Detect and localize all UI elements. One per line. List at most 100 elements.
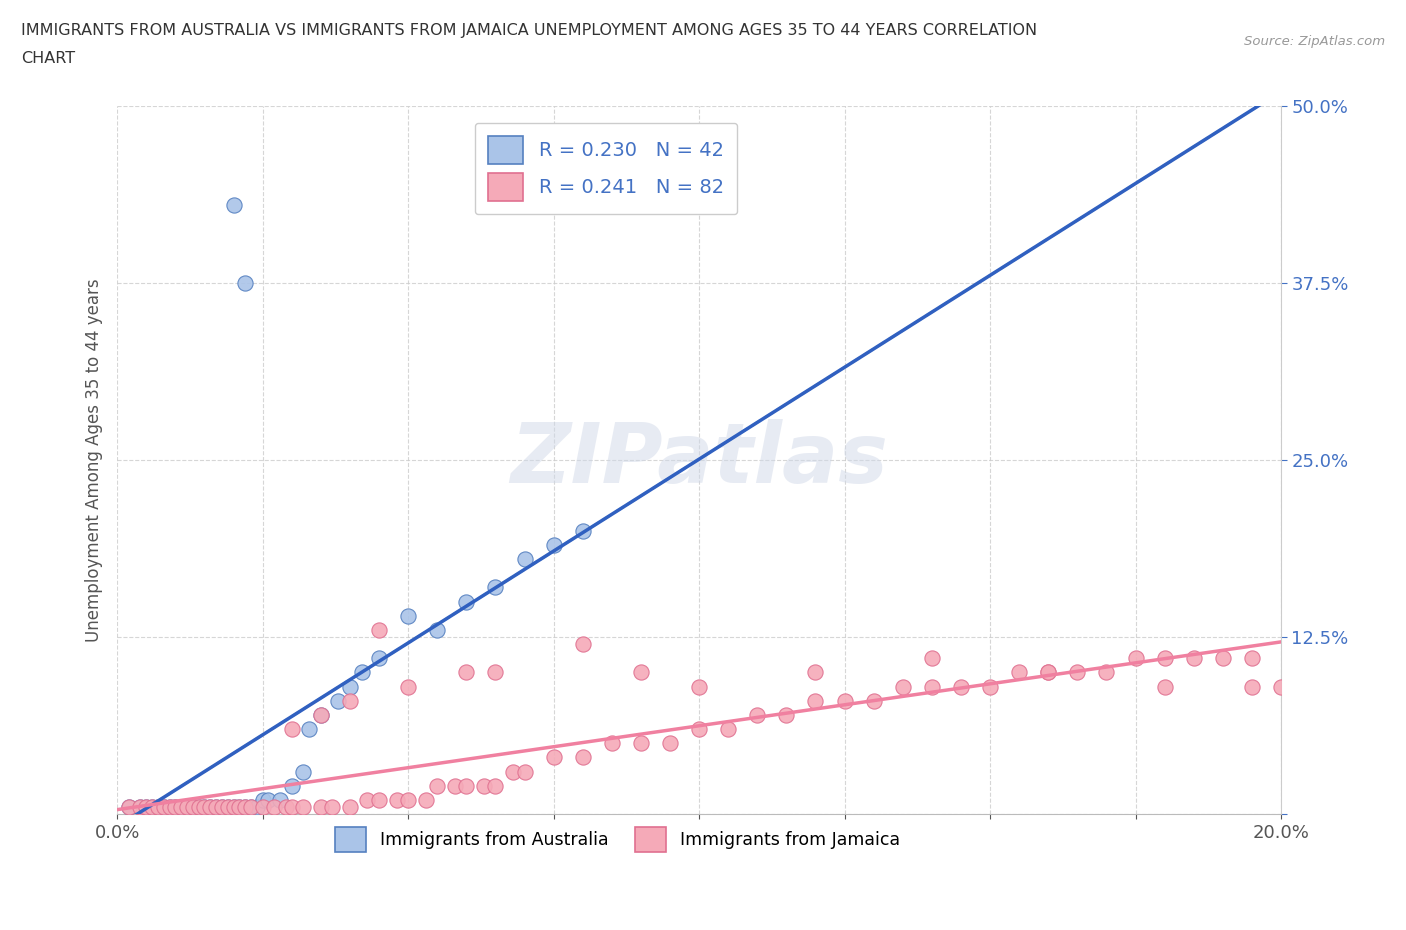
Point	[949, 679, 972, 694]
Point	[233, 800, 256, 815]
Point	[571, 751, 593, 765]
Point	[385, 792, 408, 807]
Point	[281, 778, 304, 793]
Point	[426, 622, 449, 637]
Point	[159, 800, 181, 815]
Point	[257, 792, 280, 807]
Point	[339, 800, 361, 815]
Point	[309, 708, 332, 723]
Point	[1182, 651, 1205, 666]
Point	[211, 800, 233, 815]
Point	[118, 800, 141, 815]
Point	[368, 622, 391, 637]
Point	[891, 679, 914, 694]
Point	[456, 594, 478, 609]
Point	[228, 800, 250, 815]
Point	[659, 736, 682, 751]
Text: ZIPatlas: ZIPatlas	[510, 419, 889, 500]
Point	[298, 722, 321, 737]
Point	[222, 800, 245, 815]
Point	[165, 800, 187, 815]
Point	[502, 764, 524, 779]
Y-axis label: Unemployment Among Ages 35 to 44 years: Unemployment Among Ages 35 to 44 years	[86, 278, 103, 642]
Point	[187, 800, 209, 815]
Point	[205, 800, 228, 815]
Point	[321, 800, 343, 815]
Point	[1240, 651, 1263, 666]
Point	[233, 800, 256, 815]
Point	[135, 800, 157, 815]
Point	[571, 524, 593, 538]
Point	[146, 800, 169, 815]
Point	[205, 800, 228, 815]
Point	[921, 679, 943, 694]
Point	[222, 800, 245, 815]
Point	[443, 778, 465, 793]
Point	[129, 800, 152, 815]
Point	[181, 800, 204, 815]
Point	[141, 800, 163, 815]
Point	[513, 764, 536, 779]
Point	[292, 764, 315, 779]
Point	[1038, 665, 1060, 680]
Point	[309, 800, 332, 815]
Point	[252, 792, 274, 807]
Point	[159, 800, 181, 815]
Point	[688, 722, 710, 737]
Point	[630, 665, 652, 680]
Point	[350, 665, 373, 680]
Point	[513, 551, 536, 566]
Point	[543, 751, 565, 765]
Point	[170, 800, 193, 815]
Point	[135, 800, 157, 815]
Point	[217, 800, 239, 815]
Point	[804, 665, 827, 680]
Text: IMMIGRANTS FROM AUSTRALIA VS IMMIGRANTS FROM JAMAICA UNEMPLOYMENT AMONG AGES 35 : IMMIGRANTS FROM AUSTRALIA VS IMMIGRANTS …	[21, 23, 1038, 38]
Point	[181, 800, 204, 815]
Point	[200, 800, 222, 815]
Point	[292, 800, 315, 815]
Point	[396, 608, 419, 623]
Point	[775, 708, 797, 723]
Point	[1095, 665, 1118, 680]
Point	[240, 800, 263, 815]
Point	[228, 800, 250, 815]
Point	[193, 800, 215, 815]
Point	[747, 708, 769, 723]
Point	[921, 651, 943, 666]
Point	[1153, 679, 1175, 694]
Legend: Immigrants from Australia, Immigrants from Jamaica: Immigrants from Australia, Immigrants fr…	[328, 820, 907, 858]
Point	[862, 694, 884, 709]
Point	[274, 800, 297, 815]
Point	[1270, 679, 1292, 694]
Point	[281, 800, 304, 815]
Point	[1008, 665, 1031, 680]
Point	[368, 651, 391, 666]
Point	[484, 580, 506, 595]
Point	[211, 800, 233, 815]
Point	[309, 708, 332, 723]
Point	[1153, 651, 1175, 666]
Point	[472, 778, 495, 793]
Point	[263, 800, 285, 815]
Point	[240, 800, 263, 815]
Text: CHART: CHART	[21, 51, 75, 66]
Point	[1240, 679, 1263, 694]
Point	[200, 800, 222, 815]
Point	[979, 679, 1001, 694]
Point	[630, 736, 652, 751]
Point	[1066, 665, 1088, 680]
Point	[193, 800, 215, 815]
Point	[396, 679, 419, 694]
Text: Source: ZipAtlas.com: Source: ZipAtlas.com	[1244, 35, 1385, 48]
Point	[141, 800, 163, 815]
Point	[543, 538, 565, 552]
Point	[118, 800, 141, 815]
Point	[688, 679, 710, 694]
Point	[281, 722, 304, 737]
Point	[484, 665, 506, 680]
Point	[1125, 651, 1147, 666]
Point	[176, 800, 198, 815]
Point	[600, 736, 623, 751]
Point	[396, 792, 419, 807]
